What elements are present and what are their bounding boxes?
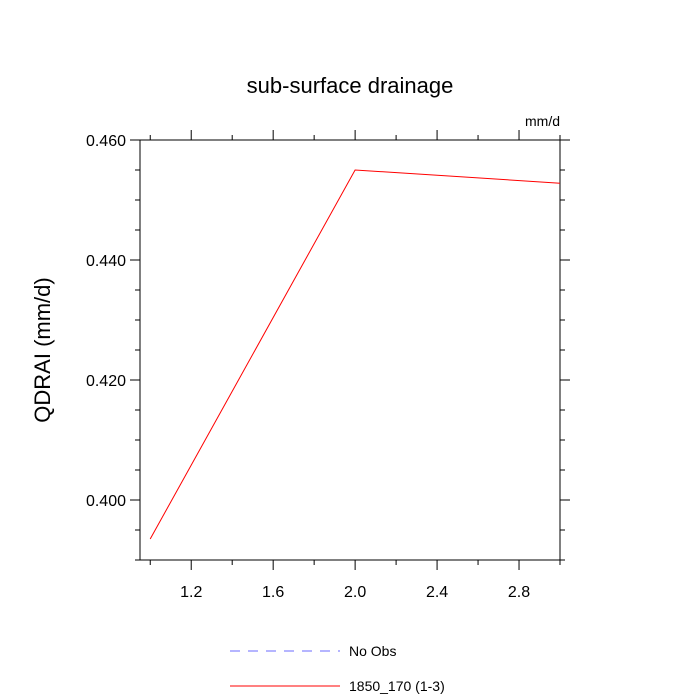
x-tick-label: 2.4 xyxy=(426,584,448,601)
y-tick-label: 0.440 xyxy=(86,253,126,270)
x-tick-label: 1.2 xyxy=(180,584,202,601)
units-label: mm/d xyxy=(525,113,560,129)
x-tick-label: 2.8 xyxy=(508,584,530,601)
y-tick-label: 0.460 xyxy=(86,133,126,150)
y-tick-label: 0.400 xyxy=(86,493,126,510)
legend: No Obs 1850_170 (1-3) xyxy=(230,643,445,694)
plot-area: 1.2 1.6 2.0 2.4 2.8 0.400 0.420 0.440 0.460 xyxy=(86,130,570,601)
plot-frame xyxy=(139,139,561,561)
y-tick-label: 0.420 xyxy=(86,373,126,390)
legend-label: 1850_170 (1-3) xyxy=(349,678,445,694)
x-tick-label: 2.0 xyxy=(344,584,366,601)
chart-title: sub-surface drainage xyxy=(247,73,454,98)
legend-label: No Obs xyxy=(349,643,396,659)
y-axis-label: QDRAI (mm/d) xyxy=(30,277,55,422)
x-tick-label: 1.6 xyxy=(262,584,284,601)
series-line xyxy=(149,169,561,540)
